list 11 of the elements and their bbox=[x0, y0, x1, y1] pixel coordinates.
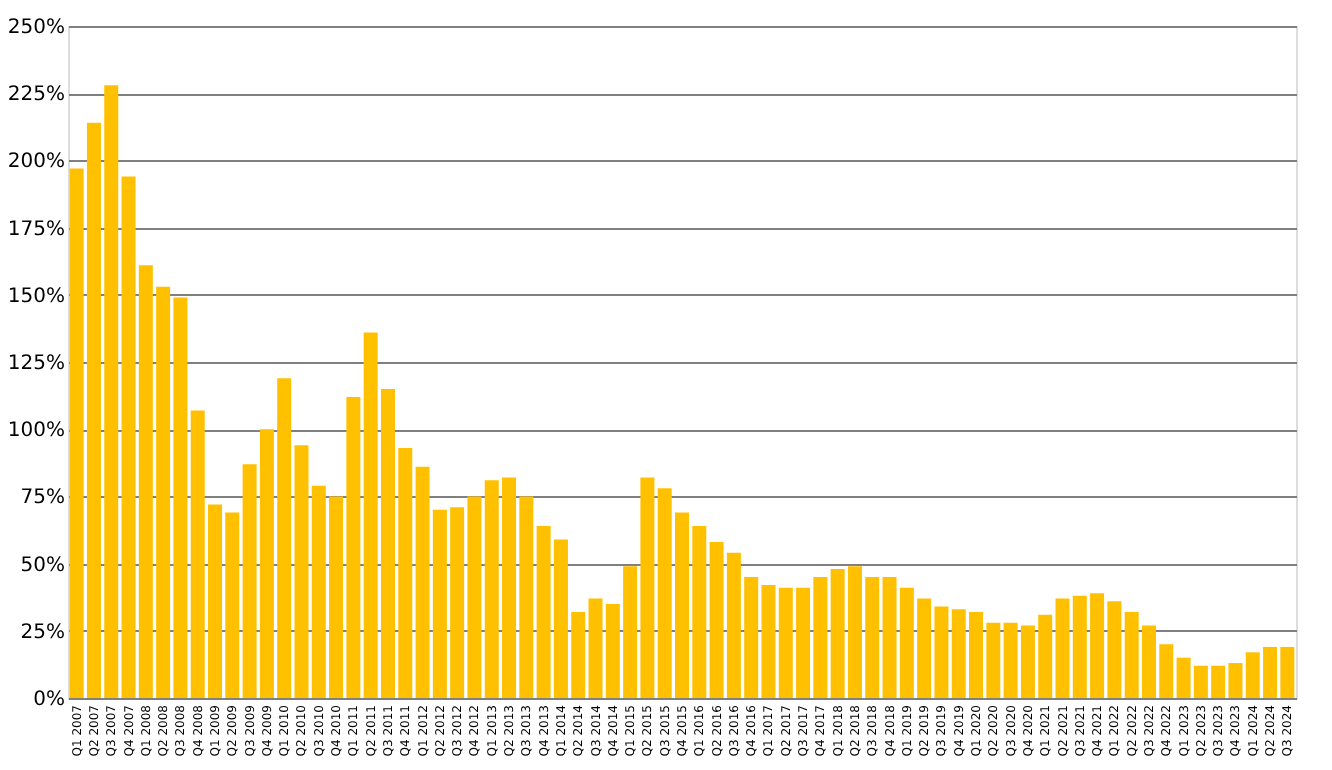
y-tick-label: 250% bbox=[7, 17, 65, 39]
y-tick-label: 150% bbox=[7, 285, 65, 308]
y-tick-label: 50% bbox=[20, 554, 65, 577]
y-tick-label: 25% bbox=[20, 621, 65, 644]
y-tick-label: 75% bbox=[20, 487, 65, 510]
y-tick-label: 125% bbox=[7, 353, 65, 375]
y-tick-label: 100% bbox=[7, 420, 65, 443]
y-tick-label: 175% bbox=[7, 218, 65, 241]
y-tick-label: 200% bbox=[7, 151, 65, 174]
y-tick-label: 225% bbox=[7, 84, 65, 107]
y-tick-label: 0% bbox=[33, 689, 65, 711]
